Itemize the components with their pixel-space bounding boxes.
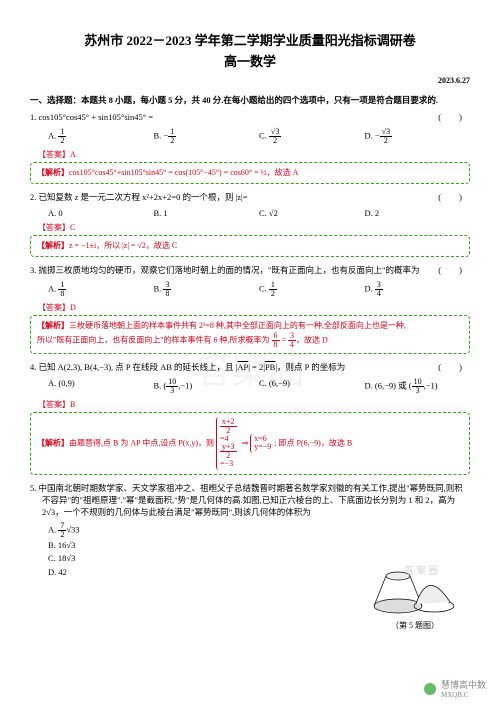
q1-explain-box: 【解析】cos105°cos45°+sin105°sin45° = cos(10… xyxy=(30,162,470,184)
q1-optA: A. 12 xyxy=(48,128,154,145)
question-5: 5. 中国南北朝时期数学家、天文学家祖冲之、祖暅父子总结魏晋时期著名数学家刘徽的… xyxy=(30,483,470,579)
page-subtitle: 高一数学 xyxy=(30,51,470,70)
q3-optD: D. 34 xyxy=(365,281,471,298)
q3-paren: ( ) xyxy=(450,265,470,277)
page-content: 苏州市 2022－2023 学年第二学期学业质量阳光指标调研卷 高一数学 202… xyxy=(30,30,470,580)
page-date: 2023.6.27 xyxy=(30,76,470,85)
q4-paren: ( ) xyxy=(450,362,470,374)
q4-text: 4. 已知 A(2,3), B(4,−3), 点 P 在线段 AB 的延长线上，… xyxy=(30,362,470,374)
q5-stem: 5. 中国南北朝时期数学家、天文学家祖冲之、祖暅父子总结魏晋时期著名数学家刘徽的… xyxy=(30,483,470,519)
page-title: 苏州市 2022－2023 学年第二学期学业质量阳光指标调研卷 xyxy=(30,30,470,49)
q2-expl-label: 【解析】 xyxy=(37,241,69,250)
q1-expl: cos105°cos45°+sin105°sin45° = cos(105°−4… xyxy=(69,168,298,177)
q1-paren: ( ) xyxy=(450,112,470,124)
q2-text: 2. 已知复数 z 是一元二次方程 x²+2x+2=0 的一个根，则 |z|= … xyxy=(30,192,470,204)
q1-stem: 1. cos105°cos45° + sin105°sin45° = xyxy=(30,112,153,122)
q3-text: 3. 抛掷三枚质地均匀的硬币，观察它们落地时朝上的面的情况，"既有正面向上，也有… xyxy=(30,265,470,277)
q3-optB: B. 38 xyxy=(154,281,260,298)
footer-sub: MXQB.C xyxy=(441,691,486,699)
q4-optC: C. (6,−9) xyxy=(259,378,365,395)
question-3: 3. 抛掷三枚质地均匀的硬币，观察它们落地时朝上的面的情况，"既有正面向上，也有… xyxy=(30,265,470,277)
q1-text: 1. cos105°cos45° + sin105°sin45° = ( ) xyxy=(30,112,470,124)
q5-optA: A. 72√33 xyxy=(48,522,470,539)
q4-optA: A. (0,9) xyxy=(48,378,154,395)
q2-expl: z = −1±i，所以 |z| = √2，故选 C xyxy=(69,241,177,250)
q2-answer: 【答案】C xyxy=(38,222,470,233)
q5-text: 5. 中国南北朝时期数学家、天文学家祖冲之、祖暅父子总结魏晋时期著名数学家刘徽的… xyxy=(30,483,470,519)
q5-options: A. 72√33 B. 16√3 C. 18√3 D. 42 xyxy=(30,522,470,580)
q3-expl2-post: ，故选 D xyxy=(296,335,328,344)
q1-answer: 【答案】A xyxy=(38,149,470,160)
q2-stem: 2. 已知复数 z 是一元二次方程 x²+2x+2=0 的一个根，则 |z|= xyxy=(30,192,248,202)
question-4: 4. 已知 A(2,3), B(4,−3), 点 P 在线段 AB 的延长线上，… xyxy=(30,362,470,374)
q3-answer: 【答案】D xyxy=(38,302,470,313)
question-1: 1. cos105°cos45° + sin105°sin45° = ( ) xyxy=(30,112,470,124)
question-2: 2. 已知复数 z 是一元二次方程 x²+2x+2=0 的一个根，则 |z|= … xyxy=(30,192,470,204)
q4-expl-label: 【解析】 xyxy=(37,438,69,447)
q1-optB: B. −12 xyxy=(154,128,260,145)
q2-optA: A. 0 xyxy=(48,208,154,218)
q4-stem-pre: 4. 已知 A(2,3), B(4,−3), 点 P 在线段 AB 的延长线上，… xyxy=(30,362,236,372)
q3-optC: C. 12 xyxy=(259,281,365,298)
section-heading: 一、选择题：本题共 8 小题，每小题 5 分，共 40 分.在每小题给出的四个选… xyxy=(30,95,470,106)
q2-optC: C. √2 xyxy=(259,208,365,218)
q5-caption: （第 5 题图） xyxy=(370,620,460,631)
footer-text: 慧博高中数 xyxy=(441,678,486,691)
q1-optD: D. −√32 xyxy=(365,128,471,145)
q3-expl-label: 【解析】 xyxy=(37,321,69,330)
q2-paren: ( ) xyxy=(450,192,470,204)
q1-optC: C. √32 xyxy=(259,128,365,145)
q3-expl2-pre: 所以"既有正面向上，也有反面向上"的样本事件有 6 种,所求概率为 xyxy=(37,335,272,344)
q1-options: A. 12 B. −12 C. √32 D. −√32 xyxy=(30,128,470,145)
q5-optD: D. 42 xyxy=(48,566,470,580)
q5-optB: B. 16√3 xyxy=(48,539,470,553)
q2-optB: B. 1 xyxy=(154,208,260,218)
q4-expl-pre: 由题意得,点 B 为 AP 中点,设点 P(x,y)，则 xyxy=(69,438,216,447)
q4-optB: B. (103,−1) xyxy=(154,378,260,395)
wechat-icon xyxy=(423,682,437,696)
q2-optD: D. 2 xyxy=(365,208,471,218)
q3-expl1: 三枚硬币落地朝上面的样本事件共有 2³=8 种,其中全部正面向上的有一种,全部反… xyxy=(69,321,406,330)
q5-optC: C. 18√3 xyxy=(48,552,470,566)
q3-options: A. 18 B. 38 C. 12 D. 34 xyxy=(30,281,470,298)
footer-watermark: 慧博高中数 MXQB.C xyxy=(423,678,486,699)
q4-optD: D. (6,−9) 或 (103,−1) xyxy=(365,378,471,395)
q4-options: A. (0,9) B. (103,−1) C. (6,−9) D. (6,−9)… xyxy=(30,378,470,395)
q2-explain-box: 【解析】z = −1±i，所以 |z| = √2，故选 C xyxy=(30,235,470,257)
q3-explain-box: 【解析】三枚硬币落地朝上面的样本事件共有 2³=8 种,其中全部正面向上的有一种… xyxy=(30,315,470,354)
q4-stem-post: ，则点 P 的坐标为 xyxy=(277,362,345,372)
q4-explain-box: 【解析】由题意得,点 B 为 AP 中点,设点 P(x,y)，则 x+22=4y… xyxy=(30,412,470,476)
q2-options: A. 0 B. 1 C. √2 D. 2 xyxy=(30,208,470,218)
q4-expl-post: 即点 P(6,−9)，故选 B xyxy=(279,438,353,447)
q3-optA: A. 18 xyxy=(48,281,154,298)
q4-answer: 【答案】B xyxy=(38,399,470,410)
q3-stem: 3. 抛掷三枚质地均匀的硬币，观察它们落地时朝上的面的情况，"既有正面向上，也有… xyxy=(30,265,419,275)
q1-expl-label: 【解析】 xyxy=(37,168,69,177)
